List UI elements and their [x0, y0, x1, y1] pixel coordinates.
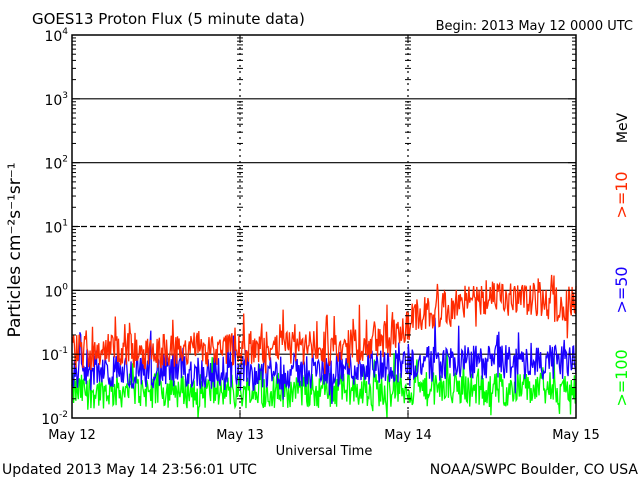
y-tick-label: 10-1 [41, 346, 68, 364]
y-tick-label: 101 [44, 219, 68, 237]
y-tick-label: 103 [44, 91, 68, 109]
y-axis-label: Particles cm⁻²s⁻¹sr⁻¹ [5, 162, 25, 337]
begin-label: Begin: 2013 May 12 0000 UTC [436, 19, 633, 34]
legend-label: >=50 [612, 266, 631, 313]
updated-label: Updated 2013 May 14 23:56:01 UTC [2, 462, 257, 478]
credit-label: NOAA/SWPC Boulder, CO USA [430, 462, 639, 478]
y-tick-label: 104 [44, 27, 68, 45]
side-legend: MeV >=10 >=50 >=100 [612, 112, 631, 406]
x-tick-label: May 15 [552, 428, 600, 443]
x-tick-label: May 13 [216, 428, 264, 443]
x-tick-label: May 14 [384, 428, 432, 443]
legend-label: >=10 [612, 171, 631, 218]
legend-label: >=100 [612, 349, 631, 406]
y-axis-ticks: 10-2 10-1 100 101 102 103 104 [41, 27, 576, 428]
series-layer [71, 274, 577, 419]
series-line-ge50 [71, 317, 577, 404]
y-tick-label: 100 [44, 282, 68, 300]
x-tick-label: May 12 [48, 428, 96, 443]
mev-label: MeV [615, 112, 631, 143]
x-axis-ticks: May 12 May 13 May 14 May 15 [48, 35, 600, 443]
x-axis-label: Universal Time [276, 444, 373, 459]
y-tick-label: 102 [44, 155, 68, 173]
series-line-ge10 [71, 274, 577, 375]
y-tick-label: 10-2 [41, 410, 68, 428]
chart-title: GOES13 Proton Flux (5 minute data) [32, 10, 305, 28]
